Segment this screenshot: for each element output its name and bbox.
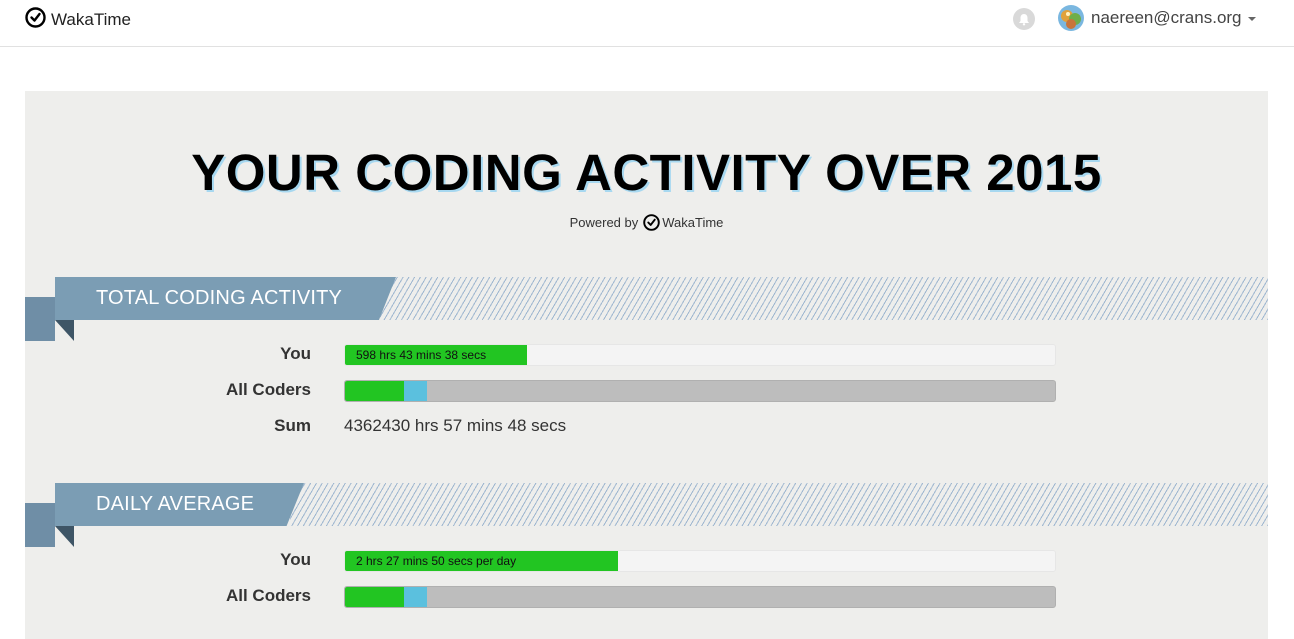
- daily-you-row: You 2 hrs 27 mins 50 secs per day: [25, 548, 1268, 572]
- ribbon-hatch: [290, 483, 1268, 526]
- user-email: naereen@crans.org: [1091, 8, 1242, 27]
- you-bar: 598 hrs 43 mins 38 secs: [344, 344, 1056, 366]
- row-label-sum: Sum: [274, 416, 311, 435]
- report-panel: YOUR CODING ACTIVITY OVER 2015 Powered b…: [25, 91, 1268, 639]
- section-heading-total: TOTAL CODING ACTIVITY: [96, 287, 343, 309]
- you-bar-value: 598 hrs 43 mins 38 secs: [356, 348, 487, 362]
- avatar: [1058, 5, 1084, 31]
- brand-link[interactable]: WakaTime: [25, 7, 131, 33]
- you-bar-value: 2 hrs 27 mins 50 secs per day: [356, 554, 517, 568]
- daily-all-row: All Coders: [25, 584, 1268, 608]
- ribbon-fold: [55, 320, 74, 341]
- total-you-row: You 598 hrs 43 mins 38 secs: [25, 342, 1268, 366]
- all-coders-bar: [344, 380, 1056, 402]
- you-bar-fill: [345, 345, 527, 365]
- total-sum-row: Sum 4362430 hrs 57 mins 48 secs: [25, 414, 1268, 438]
- all-coders-bar-green: [345, 587, 404, 607]
- row-label-all-coders: All Coders: [225, 586, 311, 605]
- sum-value: 4362430 hrs 57 mins 48 secs: [344, 416, 567, 435]
- user-menu[interactable]: naereen@crans.org: [1058, 5, 1256, 31]
- top-navbar: WakaTime naereen@crans.org: [0, 0, 1294, 47]
- ribbon-hatch: [380, 277, 1268, 320]
- row-label-you: You: [280, 550, 311, 569]
- chevron-down-icon: [1247, 17, 1256, 21]
- all-coders-bar: [344, 586, 1056, 608]
- section-heading-daily: DAILY AVERAGE: [96, 493, 255, 515]
- total-all-row: All Coders: [25, 378, 1268, 402]
- ribbon: [55, 277, 396, 320]
- powered-by-brand[interactable]: WakaTime: [662, 215, 724, 230]
- wakatime-logo-icon: [643, 214, 661, 231]
- ribbon-tail: [25, 503, 55, 547]
- brand-name: WakaTime: [51, 10, 131, 29]
- all-coders-bar-blue: [403, 587, 427, 607]
- all-coders-bar-blue: [403, 381, 427, 401]
- all-coders-bar-green: [345, 381, 404, 401]
- ribbon-fold: [55, 526, 74, 547]
- ribbon: [55, 483, 304, 526]
- you-bar-fill: [345, 551, 618, 571]
- powered-by: Powered by WakaTime: [25, 214, 1268, 231]
- row-label-you: You: [280, 344, 311, 363]
- ribbon-tail: [25, 297, 55, 341]
- powered-by-label: Powered by: [569, 215, 639, 230]
- notifications-bell-icon[interactable]: [1013, 8, 1035, 30]
- page-title: YOUR CODING ACTIVITY OVER 2015: [191, 144, 1102, 201]
- row-label-all-coders: All Coders: [225, 380, 311, 399]
- wakatime-logo-icon: [25, 7, 46, 33]
- you-bar: 2 hrs 27 mins 50 secs per day: [344, 550, 1056, 572]
